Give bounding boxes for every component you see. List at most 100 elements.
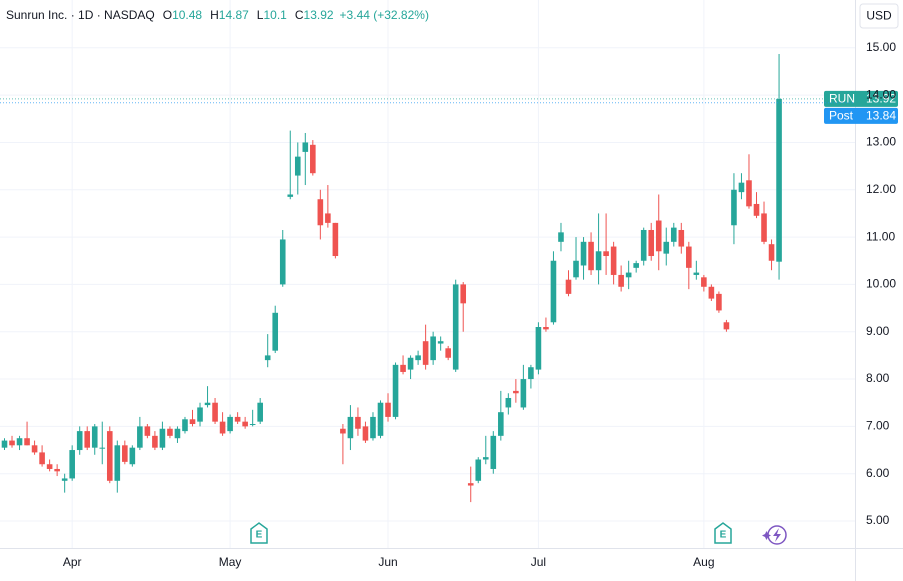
candle-body [768,244,775,261]
candle-body [294,156,301,176]
candle-body [686,246,692,268]
x-tick-label: Jun [378,555,397,569]
candle-body [663,241,670,254]
candle-body [452,284,459,370]
candle-body [610,246,617,275]
candle-body [482,457,489,460]
candle-body [633,263,639,268]
price-label-box [824,107,898,124]
earnings-marker[interactable]: E [714,522,732,544]
candle-body [242,421,248,427]
earnings-marker[interactable]: E [250,522,268,544]
candle-body [91,426,98,448]
y-tick-label: 15.00 [866,40,896,54]
candle-body [467,483,474,486]
candle-body [678,229,685,247]
candle-body [603,251,609,257]
candle-body [174,428,181,439]
candle-body [746,180,752,207]
candle-body [46,464,53,469]
candle-body [106,431,113,481]
candle-body [550,260,557,323]
candle-body [580,241,587,266]
candle-body [152,435,158,448]
candle-body [655,220,662,252]
candle-body [377,402,384,436]
candle-body [317,199,324,226]
candle-body [761,213,767,242]
x-tick-label: Jul [531,555,546,569]
ohlc-label: C [295,8,304,22]
candle-body [249,424,256,426]
ohlc-label: L [257,8,264,22]
y-tick-label: 5.00 [866,513,890,527]
news-marker[interactable] [762,525,787,545]
candle-body [776,98,782,262]
candle-body [257,402,263,422]
ohlc-value: 14.87 [219,8,249,22]
grid [0,0,855,548]
candle-body [400,364,406,372]
candle-body [716,293,722,311]
currency-button[interactable] [859,3,899,29]
candle-body [588,241,594,271]
candle-body [460,284,467,304]
y-tick-label: 6.00 [866,466,890,480]
candle-body [558,232,564,242]
candle-body [129,447,136,465]
candle-body [99,447,106,449]
candle-body [287,194,294,197]
candle-body [753,203,760,216]
overlay: RUN 13.92 Post 13.84 [0,90,898,124]
y-tick-label: 14.00 [866,87,896,101]
candle-body [708,286,715,299]
y-tick-label: 13.00 [866,135,896,149]
candle-body [144,426,151,436]
candle-body [407,357,414,370]
currency[interactable]: USD [866,9,892,23]
candle-body [385,402,391,417]
candle-body [670,227,677,242]
candle-body [197,407,203,422]
candle-body [528,367,534,380]
header: Sunrun Inc. · 1D · NASDAQ O10.48 H14.87 L10… [6,8,429,22]
candles [1,53,782,503]
candle-body [167,428,173,436]
candle-body [520,379,527,408]
candle-body [347,416,354,439]
candle-body [340,428,346,434]
candle-body [618,274,624,287]
ohlc-value: 13.92 [304,8,334,22]
candle-body [332,222,339,257]
candle-body [24,438,30,446]
candle-body [355,416,361,429]
candle-body [69,450,75,479]
candle-body [701,277,707,287]
candle-body [415,355,421,361]
candle-body [264,355,271,361]
candle-body [16,438,23,446]
candle-body [182,419,188,432]
x-tick-label: Aug [693,555,714,569]
candle-body [422,341,429,365]
candle-body [279,239,286,285]
candle-body [595,251,602,271]
candle-body [498,412,504,436]
ohlc-label: H [210,8,219,22]
candle-body [54,468,60,472]
y-tick-label: 12.00 [866,182,896,196]
candle-body [430,336,436,361]
change: +3.44 (+32.82%) [340,8,429,22]
candle-body [565,279,572,294]
candle-body [362,426,369,441]
candle-body [505,397,512,408]
y-tick-label: 11.00 [866,229,895,243]
candle-body [76,431,83,451]
candle-body [723,322,730,330]
earnings-label: E [256,530,263,541]
candle-body [84,431,91,448]
candle-body [513,390,519,394]
candle-body [189,419,196,425]
ohlc-value: 10.48 [172,8,202,22]
